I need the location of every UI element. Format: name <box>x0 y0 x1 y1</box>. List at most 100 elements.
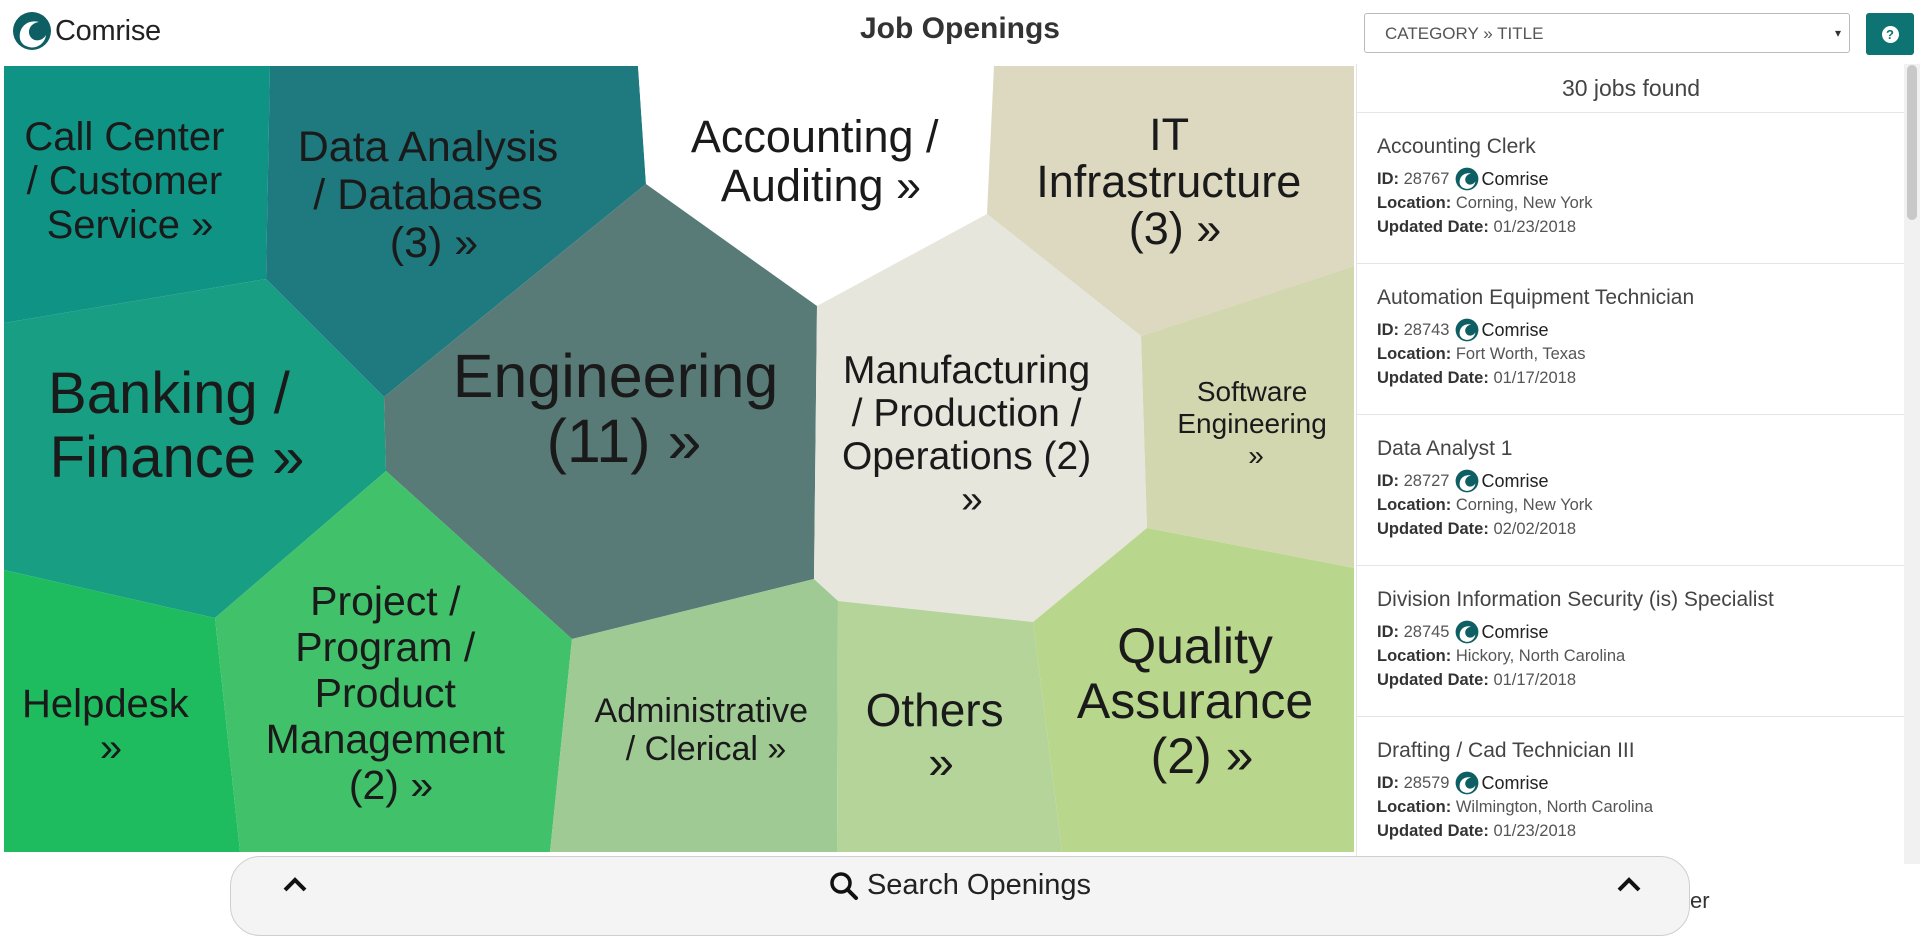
job-location: Corning, New York <box>1455 496 1593 514</box>
svg-text:IT Infrastructure: IT Infrastructure (3) » <box>1036 109 1314 254</box>
help-button[interactable]: ? <box>1866 13 1914 55</box>
job-id: 28727 <box>1403 472 1450 490</box>
job-updated-line: Updated Date: 01/17/2018 <box>1377 668 1885 692</box>
job-updated-label: Updated Date: <box>1377 218 1489 236</box>
job-title[interactable]: Automation Equipment Technician <box>1377 286 1695 309</box>
job-id-line: ID: 28767 Comrise <box>1377 167 1885 191</box>
category-cell-accounting[interactable]: Accounting / Auditing » <box>638 66 994 306</box>
svg-text:Engineering (11) »: Engineering (11) » <box>453 342 796 475</box>
wave-logo-icon <box>1456 469 1479 493</box>
job-updated-label: Updated Date: <box>1377 369 1489 387</box>
page-title: Job Openings <box>859 12 1060 45</box>
job-updated: 01/23/2018 <box>1493 822 1577 840</box>
category-cell-quality-assurance[interactable]: Quality Assurance (2) » <box>1033 528 1354 852</box>
wave-logo-icon <box>1456 620 1479 644</box>
company-logo: Comrise <box>1455 167 1549 191</box>
search-icon <box>830 871 858 900</box>
job-id-label: ID: <box>1377 472 1399 490</box>
job-card[interactable]: Division Information Security (is) Speci… <box>1357 566 1905 717</box>
job-card[interactable]: Drafting / Cad Technician III ID: 28579 … <box>1357 717 1905 864</box>
category-cell-call-center[interactable]: Call Center / Customer Service » <box>4 66 270 323</box>
category-cell-helpdesk[interactable]: Helpdesk » <box>4 570 240 852</box>
company-name: Comrise <box>1481 471 1549 491</box>
category-cell-manufacturing[interactable]: Manufacturing / Production / Operations … <box>814 214 1147 622</box>
job-location-line: Location: Wilmington, North Carolina <box>1377 795 1885 819</box>
svg-text:Data Analysis / Databa: Data Analysis / Databases (3) » <box>298 123 570 267</box>
wave-logo-icon <box>1456 318 1479 342</box>
job-location-label: Location: <box>1377 194 1452 212</box>
job-updated: 02/02/2018 <box>1493 520 1577 538</box>
brand-name: Comrise <box>55 14 161 47</box>
job-title[interactable]: Data Analyst 1 <box>1377 437 1513 460</box>
company-name: Comrise <box>1481 622 1549 642</box>
job-title[interactable]: Drafting / Cad Technician III <box>1377 739 1635 762</box>
company-name: Comrise <box>1481 773 1549 793</box>
category-cell-it-infrastructure[interactable]: IT Infrastructure (3) » <box>987 66 1354 336</box>
results-panel: 30 jobs found Accounting Clerk ID: 28767… <box>1356 64 1905 864</box>
brand-logo[interactable]: Comrise <box>12 11 161 51</box>
job-id: 28743 <box>1403 321 1450 339</box>
wave-logo-icon <box>13 12 51 50</box>
job-updated-label: Updated Date: <box>1377 671 1489 689</box>
job-card[interactable]: Accounting Clerk ID: 28767 Comrise Locat… <box>1357 113 1905 264</box>
job-card[interactable]: Data Analyst 1 ID: 28727 Comrise Locatio… <box>1357 415 1905 566</box>
svg-text:Call Center / Customer: Call Center / Customer Service » <box>24 115 235 247</box>
company-logo: Comrise <box>1455 469 1549 493</box>
job-id: 28745 <box>1403 623 1450 641</box>
job-title[interactable]: Accounting Clerk <box>1377 135 1536 158</box>
category-map: Call Center / Customer Service » Data An… <box>4 66 1354 852</box>
scrollbar-thumb[interactable] <box>1907 65 1917 220</box>
category-cell-software-engineering[interactable]: Software Engineering » <box>1141 266 1354 568</box>
job-id-line: ID: 28579 Comrise <box>1377 771 1885 795</box>
chevron-up-icon[interactable] <box>1609 869 1649 899</box>
dropdown-arrow-icon: ▾ <box>1834 26 1841 40</box>
category-cell-others[interactable]: Others » <box>837 601 1062 852</box>
job-id-label: ID: <box>1377 321 1399 339</box>
job-updated: 01/17/2018 <box>1493 369 1577 387</box>
job-id-label: ID: <box>1377 774 1399 792</box>
category-cell-project-management[interactable]: Project / Program / Product Management (… <box>215 471 572 852</box>
svg-text:Administrative / Cleri: Administrative / Clerical » <box>595 692 818 768</box>
company-logo: Comrise <box>1455 771 1549 795</box>
job-title[interactable]: Division Information Security (is) Speci… <box>1377 588 1774 611</box>
job-location-line: Location: Corning, New York <box>1377 191 1885 215</box>
category-cell-engineering[interactable]: Engineering (11) » <box>384 184 817 639</box>
job-updated-line: Updated Date: 01/17/2018 <box>1377 366 1885 390</box>
job-updated-line: Updated Date: 01/23/2018 <box>1377 215 1885 239</box>
job-id-label: ID: <box>1377 623 1399 641</box>
job-location: Hickory, North Carolina <box>1455 647 1626 665</box>
svg-text:Manufacturing / Produc: Manufacturing / Production / Operations … <box>842 349 1102 521</box>
job-updated-label: Updated Date: <box>1377 520 1489 538</box>
job-location-label: Location: <box>1377 647 1452 665</box>
job-location-line: Location: Fort Worth, Texas <box>1377 342 1885 366</box>
category-cell-administrative[interactable]: Administrative / Clerical » <box>550 579 838 852</box>
svg-text:Quality Assurance: Quality Assurance (2) » <box>1077 618 1327 784</box>
chevron-up-icon[interactable] <box>275 869 315 899</box>
wave-logo-icon <box>1456 771 1479 795</box>
job-location: Wilmington, North Carolina <box>1455 798 1653 816</box>
category-cell-banking-finance[interactable]: Banking / Finance » <box>4 279 386 618</box>
company-name: Comrise <box>1481 169 1549 189</box>
job-id-label: ID: <box>1377 170 1399 188</box>
job-location: Fort Worth, Texas <box>1455 345 1586 363</box>
search-openings-bar[interactable]: Search Openings <box>230 856 1690 936</box>
svg-text:Accounting / Auditing: Accounting / Auditing » <box>691 111 951 211</box>
job-location-line: Location: Corning, New York <box>1377 493 1885 517</box>
question-circle-icon: ? <box>1881 25 1899 43</box>
results-scrollbar[interactable] <box>1904 64 1920 864</box>
job-location-label: Location: <box>1377 345 1452 363</box>
wave-logo-icon <box>1456 167 1479 191</box>
job-card[interactable]: Automation Equipment Technician ID: 2874… <box>1357 264 1905 415</box>
header: Comrise Job Openings CATEGORY » TITLE ▾ … <box>0 0 1920 66</box>
job-updated-line: Updated Date: 01/23/2018 <box>1377 819 1885 843</box>
sort-select[interactable]: CATEGORY » TITLE ▾ <box>1364 13 1850 53</box>
category-cell-data-analysis[interactable]: Data Analysis / Databases (3) » <box>266 66 646 397</box>
job-updated-line: Updated Date: 02/02/2018 <box>1377 517 1885 541</box>
job-id-line: ID: 28727 Comrise <box>1377 469 1885 493</box>
job-id-line: ID: 28743 Comrise <box>1377 318 1885 342</box>
sort-select-value: CATEGORY » TITLE <box>1385 24 1544 43</box>
footer-peek-text: er <box>1690 888 1710 913</box>
search-openings-toggle[interactable]: Search Openings <box>231 869 1689 902</box>
job-updated-label: Updated Date: <box>1377 822 1489 840</box>
results-count: 30 jobs found <box>1357 64 1905 113</box>
